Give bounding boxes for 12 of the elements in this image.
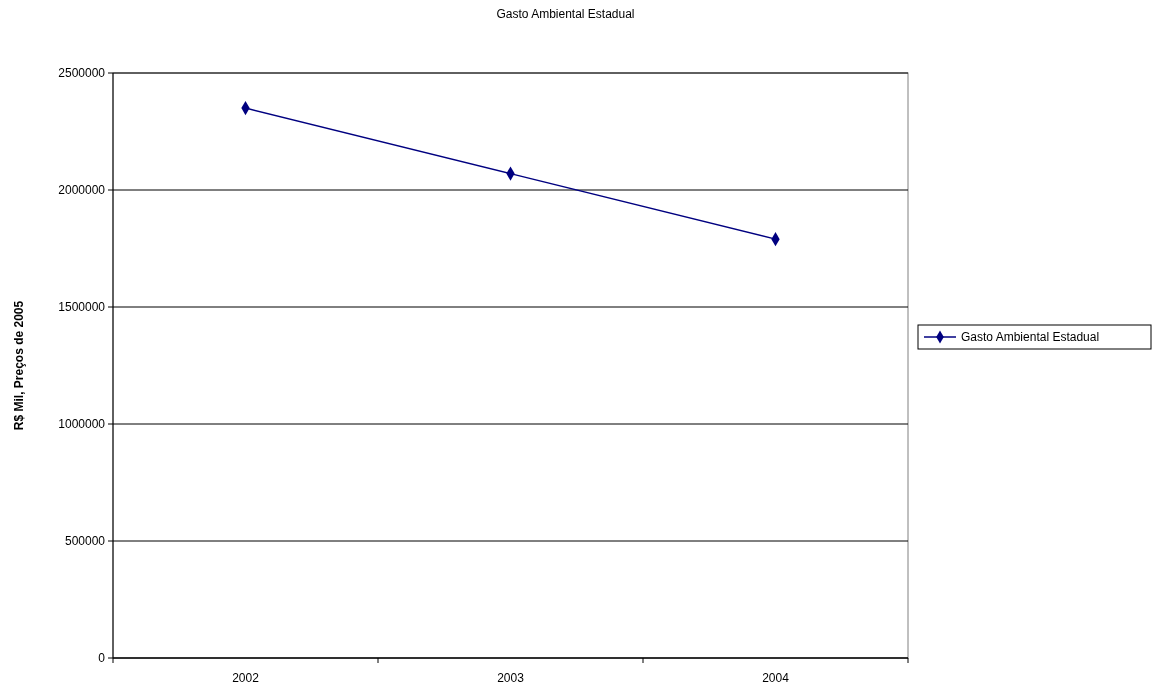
y-tick-label: 1500000 bbox=[58, 300, 106, 315]
x-tick-label: 2003 bbox=[497, 671, 525, 685]
y-axis-title: R$ Mil, Preços de 2005 bbox=[12, 300, 26, 431]
y-tick-label: 500000 bbox=[64, 534, 106, 549]
y-tick-label: 0 bbox=[98, 651, 106, 666]
legend-label: Gasto Ambiental Estadual bbox=[961, 330, 1100, 345]
y-tick-label: 2500000 bbox=[58, 66, 106, 81]
x-tick-label: 2002 bbox=[232, 671, 260, 685]
x-tick-label: 2004 bbox=[762, 671, 790, 685]
y-tick-label: 1000000 bbox=[58, 417, 106, 432]
y-tick-label: 2000000 bbox=[58, 183, 106, 198]
chart-title: Gasto Ambiental Estadual bbox=[496, 7, 635, 21]
